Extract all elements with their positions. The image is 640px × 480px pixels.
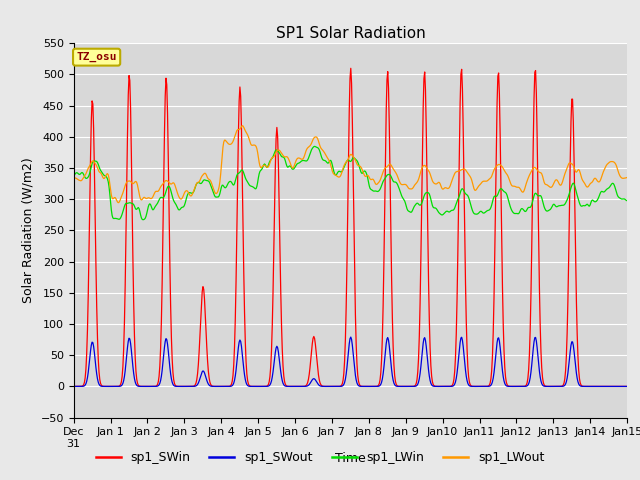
- sp1_LWout: [80, 174, 88, 180]
- sp1_LWin: [137, 212, 145, 218]
- sp1_SWin: [587, 384, 595, 389]
- sp1_LWin: [623, 198, 631, 204]
- sp1_SWin: [80, 382, 88, 388]
- Line: sp1_SWout: sp1_SWout: [74, 337, 627, 386]
- sp1_SWin: [347, 65, 355, 71]
- Text: TZ_osu: TZ_osu: [76, 52, 117, 62]
- Line: sp1_SWin: sp1_SWin: [74, 68, 627, 386]
- sp1_LWin: [419, 196, 427, 202]
- sp1_SWout: [193, 383, 200, 388]
- sp1_LWin: [311, 144, 319, 149]
- sp1_SWin: [193, 377, 200, 383]
- sp1_SWout: [419, 348, 426, 353]
- sp1_SWin: [137, 384, 145, 389]
- Line: sp1_LWin: sp1_LWin: [74, 146, 627, 220]
- Legend: sp1_SWin, sp1_SWout, sp1_LWin, sp1_LWout: sp1_SWin, sp1_SWout, sp1_LWin, sp1_LWout: [90, 446, 550, 469]
- Y-axis label: Solar Radiation (W/m2): Solar Radiation (W/m2): [22, 157, 35, 303]
- sp1_SWout: [347, 334, 355, 340]
- sp1_LWout: [70, 176, 77, 181]
- Title: SP1 Solar Radiation: SP1 Solar Radiation: [276, 25, 425, 41]
- sp1_SWin: [222, 384, 230, 389]
- sp1_LWin: [139, 217, 147, 223]
- sp1_LWout: [419, 163, 427, 169]
- sp1_SWin: [623, 384, 631, 389]
- sp1_SWout: [587, 384, 595, 389]
- sp1_LWout: [238, 123, 246, 129]
- sp1_LWout: [115, 200, 122, 205]
- sp1_SWin: [70, 384, 77, 389]
- sp1_LWout: [623, 175, 631, 180]
- sp1_SWout: [435, 384, 442, 389]
- sp1_SWout: [222, 384, 230, 389]
- sp1_LWout: [194, 180, 202, 185]
- sp1_SWout: [70, 384, 77, 389]
- sp1_LWin: [435, 210, 443, 216]
- sp1_SWout: [623, 384, 631, 389]
- sp1_SWin: [419, 152, 426, 157]
- X-axis label: Time: Time: [335, 452, 366, 465]
- sp1_SWin: [435, 384, 442, 389]
- sp1_LWin: [70, 173, 77, 179]
- sp1_LWin: [194, 180, 202, 186]
- sp1_LWout: [435, 180, 443, 185]
- sp1_LWout: [138, 197, 145, 203]
- sp1_SWout: [137, 384, 145, 389]
- sp1_SWout: [80, 383, 88, 389]
- sp1_LWout: [223, 139, 230, 145]
- sp1_LWin: [223, 183, 230, 189]
- sp1_LWin: [80, 171, 88, 177]
- Line: sp1_LWout: sp1_LWout: [74, 126, 627, 203]
